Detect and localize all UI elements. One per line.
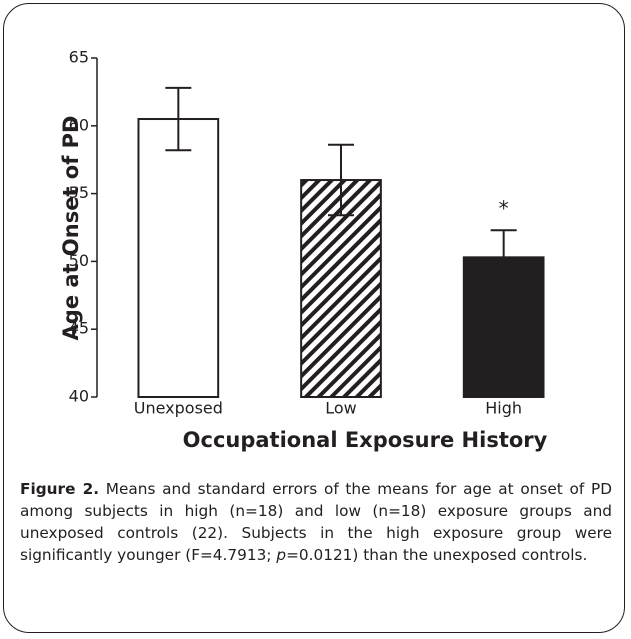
error-bar — [328, 143, 354, 217]
y-tick-label: 65 — [69, 48, 89, 67]
x-tick-label: Unexposed — [134, 399, 223, 418]
x-tick-label: Low — [325, 399, 357, 418]
y-tick-label: 45 — [69, 319, 89, 338]
figure-frame — [3, 3, 625, 633]
caption-text: Means and standard errors of the means f… — [20, 480, 612, 564]
caption: Figure 2. Means and standard errors of t… — [20, 478, 612, 566]
x-axis-title: Occupational Exposure History — [183, 428, 548, 452]
y-tick-label: 60 — [69, 115, 89, 134]
y-tick-label: 55 — [69, 183, 89, 202]
error-bar — [165, 86, 192, 152]
caption-label: Figure 2. — [20, 480, 100, 498]
bar — [137, 118, 220, 399]
y-tick-label: 50 — [69, 251, 89, 270]
x-tick-label: High — [485, 399, 522, 418]
y-tick-label: 40 — [69, 387, 89, 406]
annotation: * — [499, 197, 509, 221]
error-bar — [490, 229, 517, 286]
caption-text: =0.0121) than the unexposed controls. — [286, 546, 588, 564]
caption-italic: p — [276, 546, 287, 564]
y-axis-title: Age at Onset of PD — [59, 116, 83, 341]
